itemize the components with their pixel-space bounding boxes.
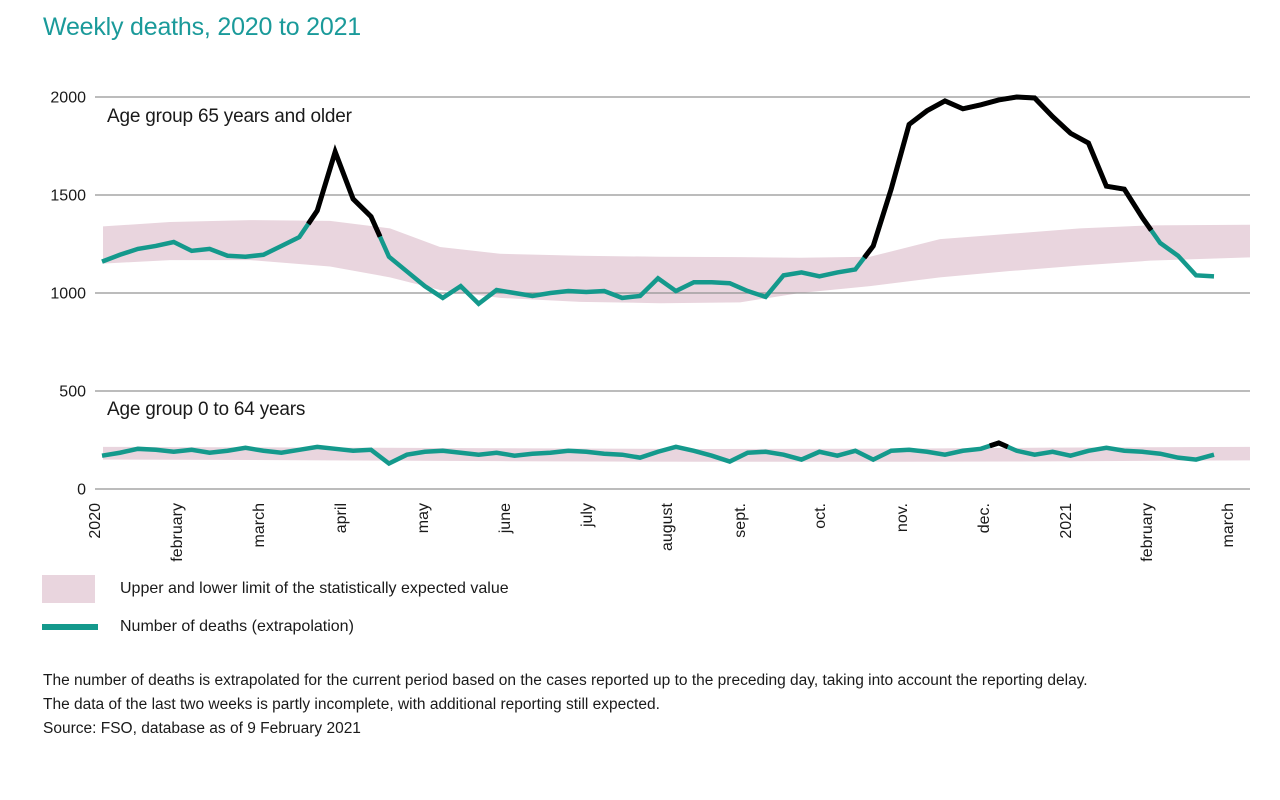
x-tick-label-may: may xyxy=(415,503,432,533)
footnote-extrapolation: The number of deaths is extrapolated for… xyxy=(43,672,1088,689)
x-tick-label-sept.: sept. xyxy=(732,503,749,538)
deaths-line-panel-1 xyxy=(101,440,1215,467)
deaths-line-exceed-panel-1 xyxy=(989,440,1009,450)
x-tick-label-august: august xyxy=(659,502,676,551)
expected-range-65plus xyxy=(103,220,1250,304)
x-tick-label-2020: 2020 xyxy=(87,503,104,539)
x-tick-label-february: february xyxy=(169,503,186,562)
x-tick-label-2021: 2021 xyxy=(1058,503,1075,539)
footnote-source: Source: FSO, database as of 9 February 2… xyxy=(43,720,361,737)
x-tick-label-june: june xyxy=(497,503,514,534)
expected-range-swatch xyxy=(42,575,95,603)
x-tick-label-dec.: dec. xyxy=(976,503,993,533)
x-tick-label-march: march xyxy=(1220,503,1237,547)
x-tick-label-april: april xyxy=(333,503,350,533)
panel-label-0-to-64: Age group 0 to 64 years xyxy=(107,399,306,420)
legend-item-deaths-line: Number of deaths (extrapolation) xyxy=(42,618,354,636)
y-tick-label-2000: 2000 xyxy=(50,90,86,107)
x-tick-label-oct.: oct. xyxy=(812,503,829,529)
page-title: Weekly deaths, 2020 to 2021 xyxy=(43,13,361,41)
deaths-line-swatch xyxy=(42,624,98,630)
footnote-incomplete-data: The data of the last two weeks is partly… xyxy=(43,696,660,713)
y-tick-label-1500: 1500 xyxy=(50,188,86,205)
deaths-line-exceed-panel-0 xyxy=(862,94,1154,260)
weekly-deaths-chart: 0 500 1000 1500 2000 2020 february march april ma… xyxy=(50,90,1250,562)
y-tick-label-0: 0 xyxy=(77,482,86,499)
panel-label-65-and-older: Age group 65 years and older xyxy=(107,106,352,127)
x-tick-label-february: february xyxy=(1139,503,1156,562)
y-tick-label-1000: 1000 xyxy=(50,286,86,303)
legend-label-expected-range: Upper and lower limit of the statistical… xyxy=(120,580,509,597)
footnotes: The number of deaths is extrapolated for… xyxy=(43,669,1088,741)
legend-label-deaths-line: Number of deaths (extrapolation) xyxy=(120,618,354,635)
x-tick-label-july: july xyxy=(579,503,596,528)
y-tick-label-500: 500 xyxy=(59,384,86,401)
x-tick-label-march: march xyxy=(251,503,268,547)
deaths-line-exceed-panel-0 xyxy=(306,144,383,238)
legend-item-expected-range: Upper and lower limit of the statistical… xyxy=(42,575,509,603)
x-tick-label-nov.: nov. xyxy=(894,503,911,532)
